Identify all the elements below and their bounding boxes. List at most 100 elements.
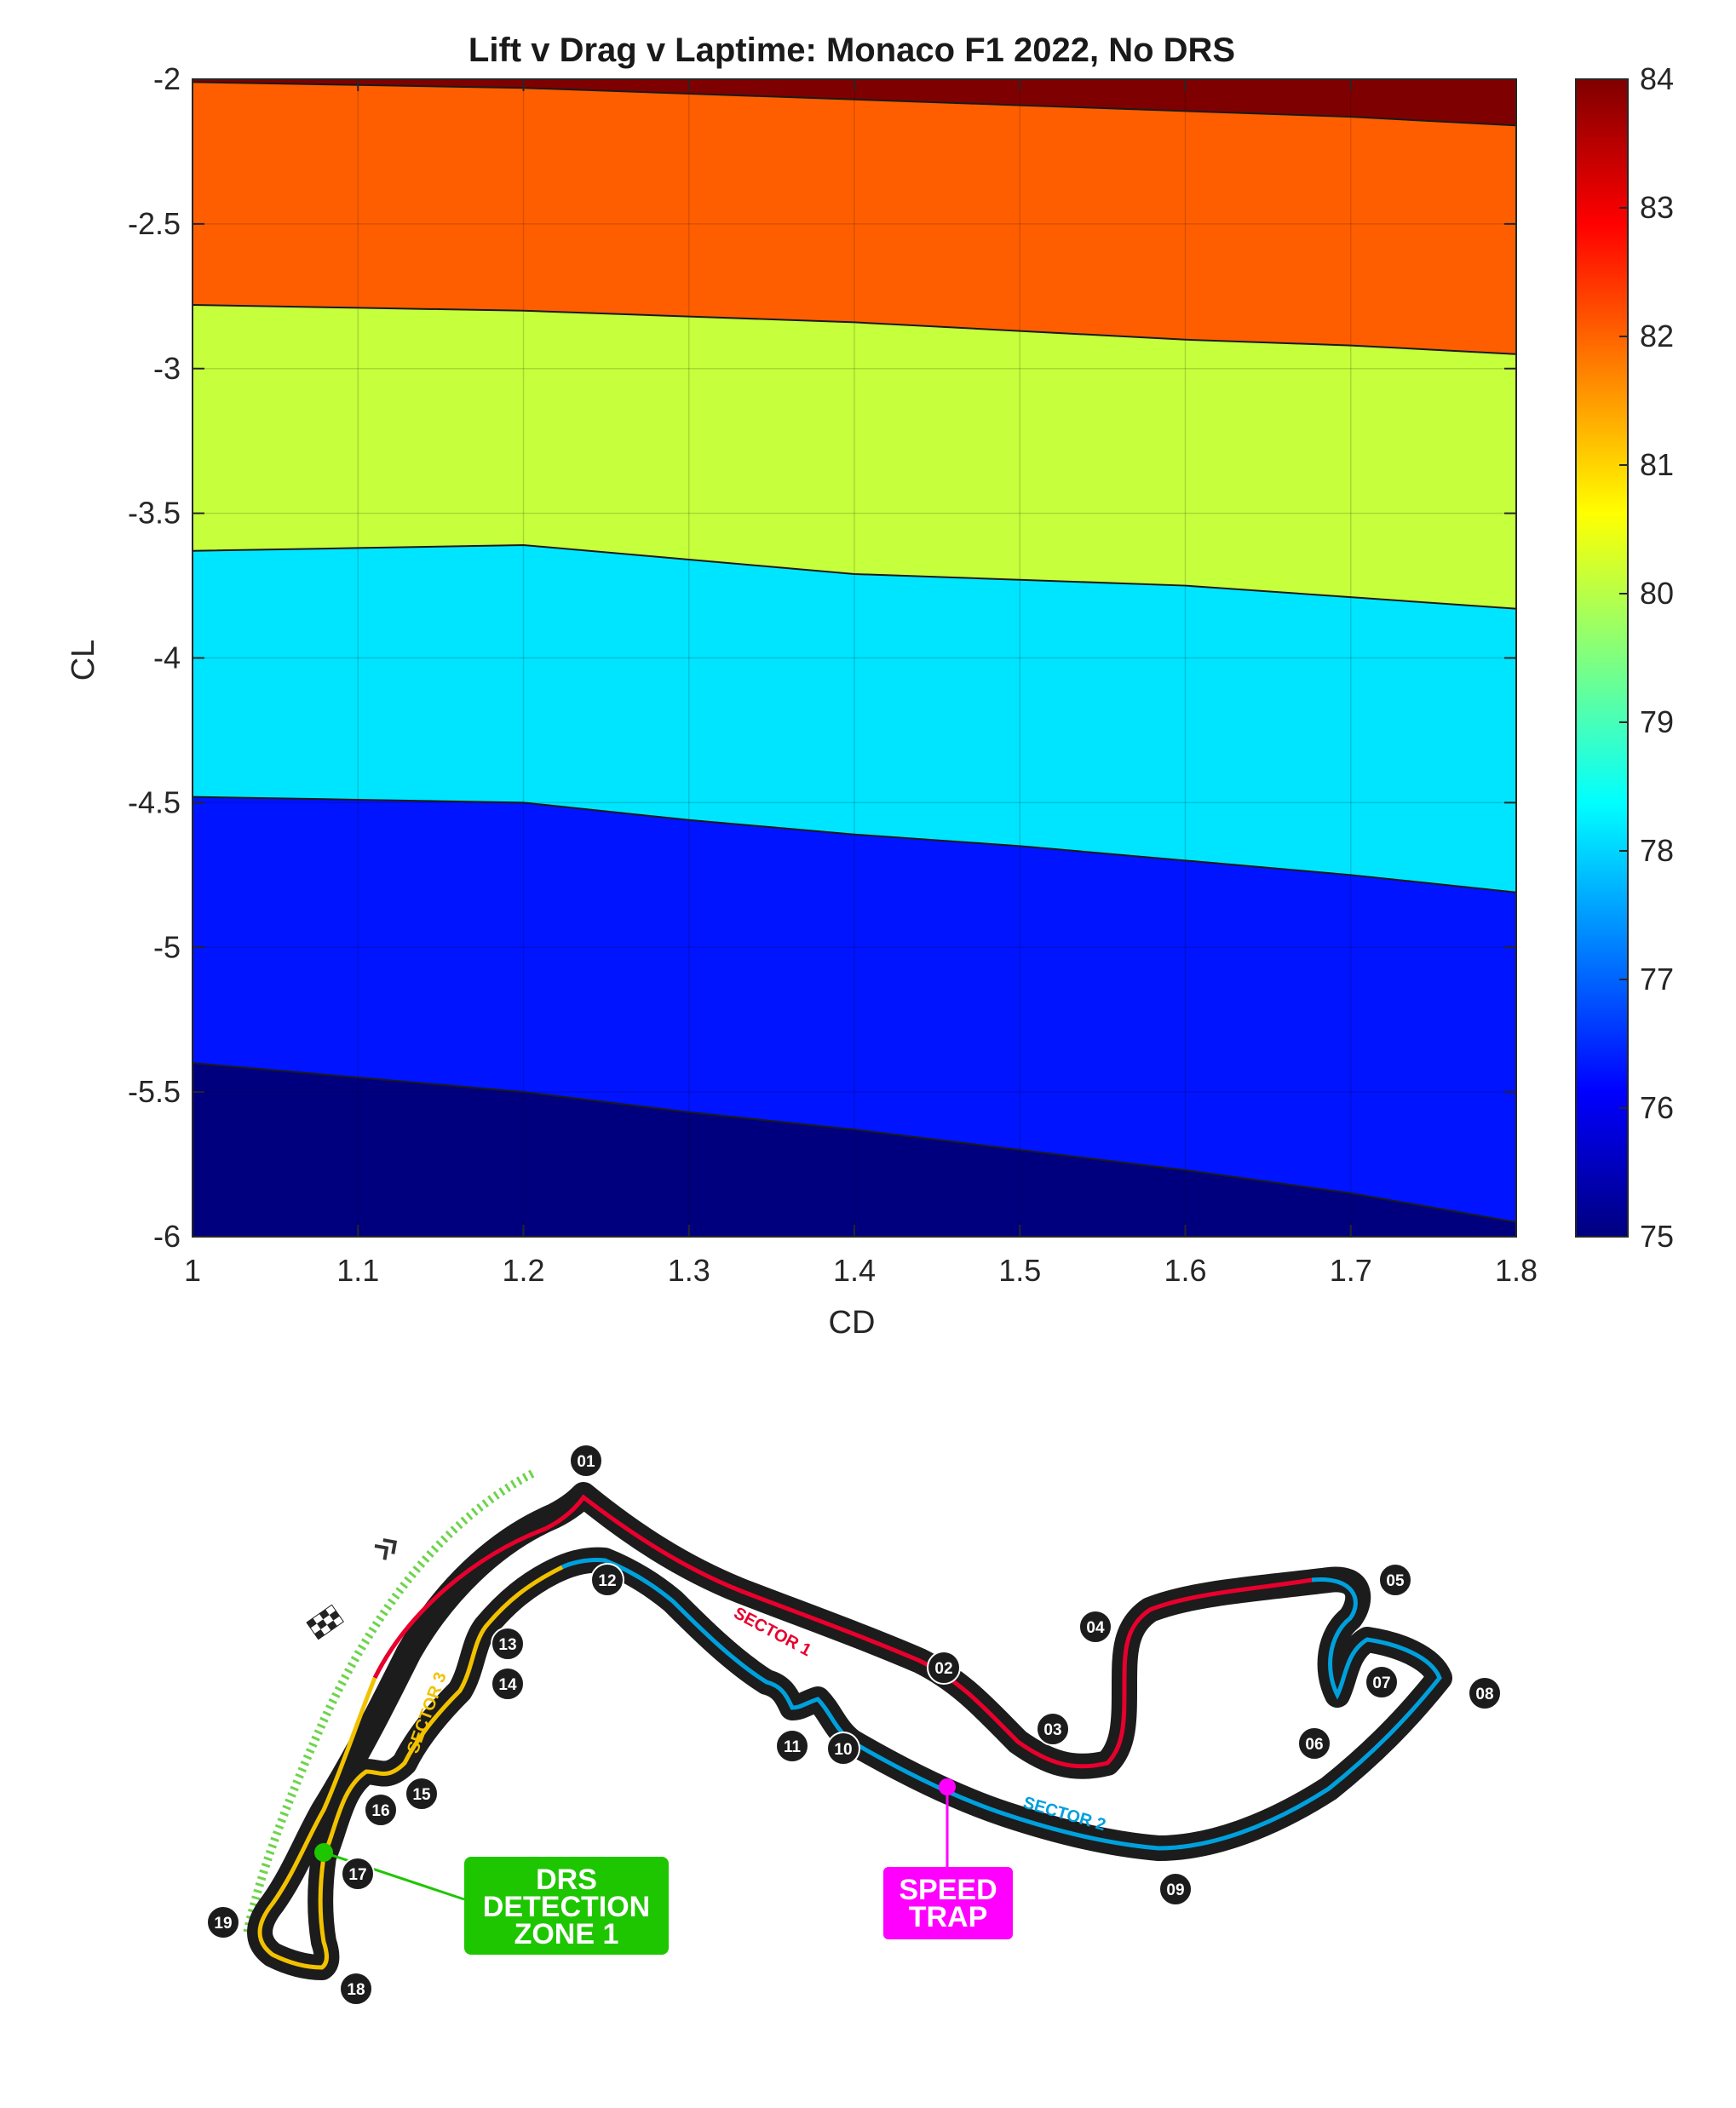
drs-detection-box [464,1857,669,1955]
turn-marker-circle [1078,1610,1112,1644]
x-tick-label: 1.4 [833,1253,876,1288]
turn-marker-circle [927,1651,961,1685]
turn-marker-circle [405,1777,439,1811]
turn-marker-circle [491,1627,525,1661]
turn-marker-circle [1468,1676,1502,1710]
turn-marker-circle [569,1444,603,1478]
turn-marker-circle [339,1972,373,2006]
turn-marker-label: 03 [1043,1721,1061,1739]
turn-marker-label: 10 [834,1741,852,1759]
colorbar-tick-label: 84 [1640,61,1674,96]
contour-line-78-80 [192,543,1517,610]
turn-marker-label: 13 [498,1636,516,1654]
turn-marker-circle [1378,1563,1412,1597]
turn-marker-label: 17 [348,1866,366,1884]
turn-markers: 01 02 03 04 05 06 07 08 09 10 11 12 13 14 15 16 17 18 19 [206,1444,1502,2006]
speed-trap-line-2: TRAP [909,1901,988,1933]
turn-marker-circle [1036,1712,1070,1746]
turn-marker-circle [590,1563,624,1597]
turn-marker-label: 14 [498,1676,517,1694]
turn-marker-label: 11 [784,1738,802,1756]
colorbar-tick-label: 76 [1640,1090,1674,1125]
drs-detection-leader [323,1851,465,1901]
turn-marker-label: 15 [412,1786,431,1804]
speed-trap-point [939,1778,956,1795]
contour-band-82 [193,82,1516,354]
turn-marker-label: 01 [577,1453,595,1471]
contour-band-75 [193,1063,1516,1237]
turn-marker-circle [206,1905,240,1939]
colorbar-tick-label: 75 [1640,1219,1674,1254]
contour-chart: Lift v Drag v Laptime: Monaco F1 2022, N… [66,32,1674,1341]
turn-marker-label: 07 [1372,1674,1390,1692]
turn-marker-label: 16 [371,1802,389,1820]
drs-zone-line [243,1469,535,1935]
drs-box-line-3: ZONE 1 [514,1918,619,1950]
x-tick-label: 1 [184,1253,201,1288]
x-tick-label: 1.2 [502,1253,544,1288]
turn-marker-circle [826,1732,860,1766]
contour-line-80-82 [192,304,1517,355]
colorbar: 84 83 82 81 80 79 78 77 76 75 [1575,61,1674,1254]
track-map: SECTOR 1 SECTOR 2 SECTOR 3 DRS DETECTION… [206,1444,1502,2006]
direction-chevrons-icon [374,1538,398,1560]
chart-title: Lift v Drag v Laptime: Monaco F1 2022, N… [468,32,1235,69]
turn-marker-circle [1297,1726,1331,1760]
colorbar-tick-label: 82 [1640,319,1674,353]
turn-marker-label: 19 [214,1915,232,1933]
turn-marker-label: 18 [347,1981,365,1999]
x-tick-label: 1.3 [668,1253,710,1288]
y-tick-label: -2.5 [128,206,181,241]
y-tick-label: -4 [153,640,181,675]
turn-marker-circle [364,1793,398,1827]
contour-band-80 [193,305,1516,609]
y-tick-label: -6 [153,1219,181,1254]
contour-band-76 [193,796,1516,1223]
turn-marker-circle [491,1667,525,1701]
x-tick-label: 1.8 [1495,1253,1538,1288]
x-axis-label: CD [829,1305,876,1341]
turn-marker-label: 09 [1166,1881,1184,1899]
drs-box-line-2: DETECTION [483,1891,650,1923]
colorbar-tick-label: 81 [1640,447,1674,482]
turn-marker-circle [775,1729,809,1763]
turn-marker-label: 04 [1086,1619,1105,1637]
contour-line-76-78 [192,796,1517,893]
drs-box-line-1: DRS [536,1864,597,1896]
turn-marker-label: 02 [934,1660,952,1678]
turn-marker-label: 08 [1475,1686,1493,1703]
y-axis-label: CL [66,640,101,681]
y-tick-label: -5 [153,929,181,964]
speed-trap-line-1: SPEED [899,1874,997,1906]
turn-marker-circle [1158,1872,1193,1906]
turn-marker-label: 12 [598,1572,616,1590]
contour-line-75-76 [192,1062,1517,1223]
x-tick-label: 1.7 [1330,1253,1372,1288]
colorbar-tick-label: 79 [1640,704,1674,739]
x-axis-ticks: 1 1.1 1.2 1.3 1.4 1.5 1.6 1.7 1.8 [184,79,1538,1288]
sector-3-line [257,1565,564,1970]
turn-marker-circle [341,1857,375,1891]
y-tick-label: -2 [153,61,181,96]
track-outline [247,1482,1452,1980]
contour-line-82-84 [192,81,1517,127]
colorbar-tick-label: 80 [1640,576,1674,611]
chequered-flag-icon [306,1604,344,1640]
x-tick-label: 1.1 [336,1253,379,1288]
y-tick-label: -3 [153,351,181,386]
colorbar-tick-label: 78 [1640,833,1674,868]
plot-area [192,78,1517,1238]
contour-band-78 [193,544,1516,893]
drs-detection-point [314,1843,333,1862]
speed-trap-box [883,1867,1013,1939]
x-tick-label: 1.6 [1164,1253,1206,1288]
y-axis-ticks: -2 -2.5 -3 -3.5 -4 -4.5 -5 -5.5 -6 [128,61,1516,1254]
y-tick-label: -3.5 [128,496,181,531]
turn-marker-label: 06 [1305,1736,1323,1754]
x-tick-label: 1.5 [998,1253,1041,1288]
colorbar-tick-label: 77 [1640,962,1674,997]
y-tick-label: -4.5 [128,784,181,819]
turn-marker-circle [1365,1665,1399,1699]
colorbar-scale [1575,78,1629,1238]
sector-2-line [560,1558,1442,1851]
